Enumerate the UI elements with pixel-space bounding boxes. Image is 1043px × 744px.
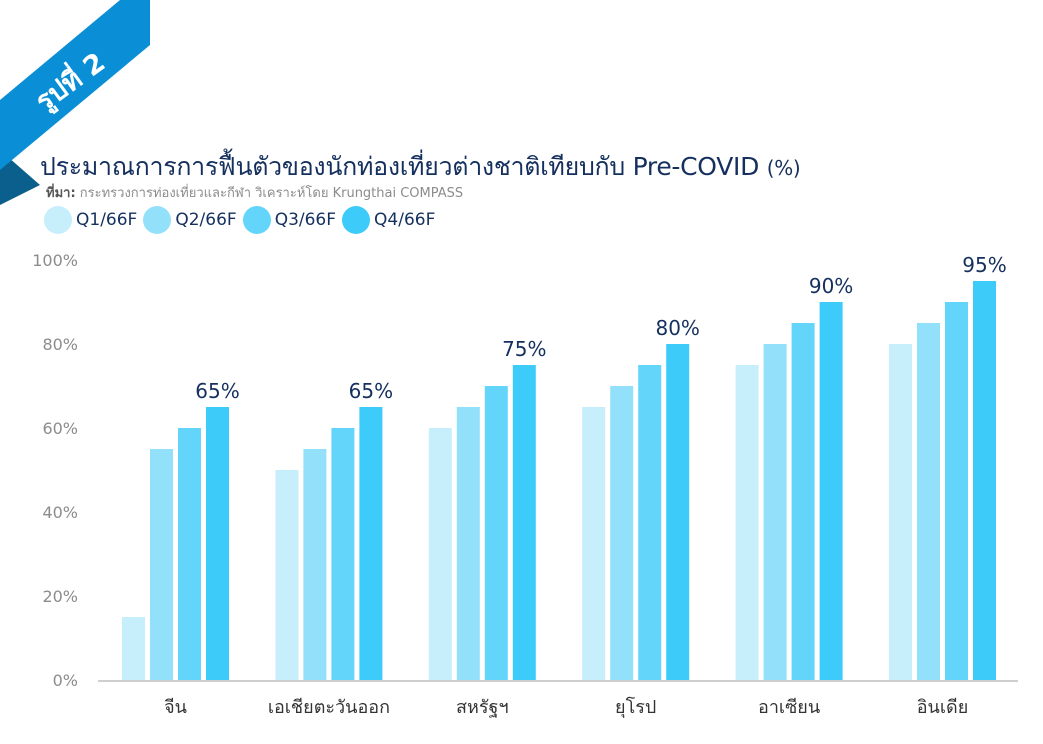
bar bbox=[666, 344, 690, 680]
source-label: ที่มา: bbox=[46, 186, 76, 201]
legend-swatch bbox=[342, 206, 371, 234]
y-tick-label: 80% bbox=[42, 335, 78, 354]
bar bbox=[456, 407, 480, 680]
legend-label: Q1/66F bbox=[76, 210, 138, 230]
legend-label: Q4/66F bbox=[374, 210, 436, 230]
x-category-label: จีน bbox=[164, 697, 187, 718]
legend-item: Q3/66F bbox=[242, 206, 337, 234]
bar bbox=[917, 323, 940, 680]
bar bbox=[150, 449, 173, 680]
chart-title: ประมาณการการฟื้นตัวของนักท่องเที่ยวต่างช… bbox=[40, 147, 801, 187]
data-label: 95% bbox=[962, 253, 1006, 277]
data-label: 65% bbox=[195, 379, 239, 403]
bar bbox=[582, 407, 606, 680]
data-label: 65% bbox=[349, 379, 393, 403]
bar bbox=[610, 386, 634, 680]
legend: Q1/66F Q2/66F Q3/66F Q4/66F bbox=[44, 205, 441, 235]
bar bbox=[206, 407, 229, 680]
bar bbox=[791, 323, 815, 680]
legend-swatch bbox=[242, 206, 271, 234]
bar bbox=[945, 302, 968, 680]
source-text: กระทรวงการท่องเที่ยวและกีฬา วิเคราะห์โดย… bbox=[75, 186, 464, 201]
x-category-label: เอเชียตะวันออก bbox=[268, 697, 390, 718]
x-category-label: อินเดีย bbox=[917, 697, 969, 718]
bar bbox=[638, 365, 662, 680]
chart-title-unit: (%) bbox=[766, 156, 801, 180]
legend-swatch bbox=[44, 206, 72, 234]
bar bbox=[512, 365, 536, 680]
legend-item: Q4/66F bbox=[342, 206, 435, 234]
data-label: 90% bbox=[809, 274, 853, 298]
chart-source: ที่มา: กระทรวงการท่องเที่ยวและกีฬา วิเคร… bbox=[46, 182, 463, 203]
legend-label: Q3/66F bbox=[274, 210, 337, 230]
x-category-label: อาเซียน bbox=[758, 697, 820, 718]
y-tick-label: 100% bbox=[32, 251, 78, 270]
y-tick-label: 0% bbox=[53, 671, 78, 690]
figure-ribbon bbox=[0, 0, 150, 205]
bar bbox=[763, 344, 787, 680]
bar bbox=[331, 428, 355, 680]
y-tick-label: 40% bbox=[42, 503, 78, 522]
y-tick-label: 20% bbox=[42, 587, 78, 606]
x-category-label: สหรัฐฯ bbox=[456, 697, 509, 718]
bar bbox=[359, 407, 383, 680]
bar bbox=[484, 386, 508, 680]
x-category-label: ยุโรป bbox=[615, 696, 656, 718]
legend-item: Q1/66F bbox=[44, 206, 137, 234]
bar bbox=[178, 428, 201, 680]
bar bbox=[735, 365, 759, 680]
data-label: 80% bbox=[655, 316, 699, 340]
bar bbox=[275, 470, 299, 680]
legend-swatch bbox=[143, 206, 172, 234]
bar bbox=[973, 281, 996, 680]
data-label: 75% bbox=[502, 337, 546, 361]
bar bbox=[303, 449, 327, 680]
y-tick-label: 60% bbox=[42, 419, 78, 438]
bar bbox=[889, 344, 912, 680]
chart-title-text: ประมาณการการฟื้นตัวของนักท่องเที่ยวต่างช… bbox=[40, 152, 760, 181]
bar bbox=[122, 617, 145, 680]
bar bbox=[428, 428, 452, 680]
legend-label: Q2/66F bbox=[175, 210, 237, 230]
bar bbox=[819, 302, 843, 680]
legend-item: Q2/66F bbox=[143, 206, 237, 234]
